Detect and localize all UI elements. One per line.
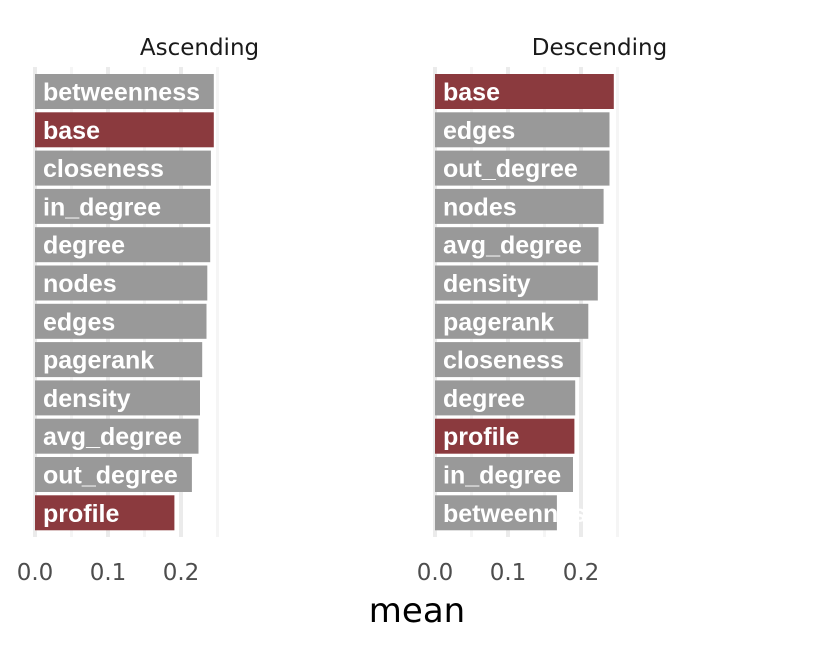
bar-in-degree (35, 188, 211, 224)
panel-ascending: Ascending betweenness base closeness in_degr… (17, 35, 259, 586)
x-tick-label: 0.1 (490, 560, 527, 586)
bar-avg-degree (435, 227, 599, 263)
bar-label: nodes (443, 193, 517, 221)
x-tick-label: 0.1 (90, 560, 127, 586)
bar-avg-degree (35, 418, 199, 454)
bar-label: base (443, 79, 500, 107)
bar-label: profile (443, 423, 519, 451)
bar-pagerank (35, 342, 203, 378)
bar-betweenness (35, 74, 214, 109)
bar-density (35, 380, 200, 416)
bar-label: base (43, 117, 100, 145)
bar-label: in_degree (43, 193, 161, 221)
bar-out-degree (435, 150, 610, 186)
bar-label: out_degree (443, 155, 578, 183)
x-tick-label: 0.2 (163, 560, 200, 586)
bar-label: density (43, 385, 131, 413)
bar-label: edges (443, 117, 515, 145)
bar-edges (35, 303, 207, 339)
bar-closeness (435, 342, 581, 378)
bar-profile (435, 418, 575, 454)
bar-label: betweenness (43, 79, 200, 107)
bar-closeness (35, 150, 211, 186)
x-tick-label: 0.0 (17, 560, 54, 586)
bar-label: avg_degree (43, 423, 182, 451)
bar-label: closeness (443, 347, 564, 375)
bar-nodes (35, 265, 208, 301)
bar-label: betweenness (443, 500, 600, 528)
bar-density (435, 265, 598, 301)
bar-label: density (443, 270, 531, 298)
bar-label: pagerank (443, 308, 554, 336)
bar-label: degree (43, 232, 125, 260)
bar-pagerank (435, 303, 589, 339)
x-tick-label: 0.0 (417, 560, 454, 586)
bar-base (35, 112, 214, 148)
bar-label: avg_degree (443, 232, 582, 260)
bar-in-degree (435, 457, 573, 492)
x-tick-label: 0.2 (563, 560, 600, 586)
panel-title: Descending (532, 35, 667, 61)
bar-profile (35, 495, 175, 531)
bar-out-degree (35, 457, 192, 492)
bar-base (435, 74, 614, 109)
bar-betweenness (435, 495, 557, 531)
x-axis-label: mean (369, 591, 465, 631)
bar-label: in_degree (443, 462, 561, 490)
bar-label: out_degree (43, 462, 178, 490)
panel-title: Ascending (140, 35, 259, 61)
bar-degree (35, 227, 211, 263)
bar-label: pagerank (43, 347, 154, 375)
bar-label: nodes (43, 270, 117, 298)
bar-edges (435, 112, 610, 148)
bar-label: degree (443, 385, 525, 413)
bar-label: profile (43, 500, 119, 528)
bar-label: edges (43, 308, 115, 336)
bar-nodes (435, 188, 604, 224)
bar-label: closeness (43, 155, 164, 183)
bar-degree (435, 380, 576, 416)
